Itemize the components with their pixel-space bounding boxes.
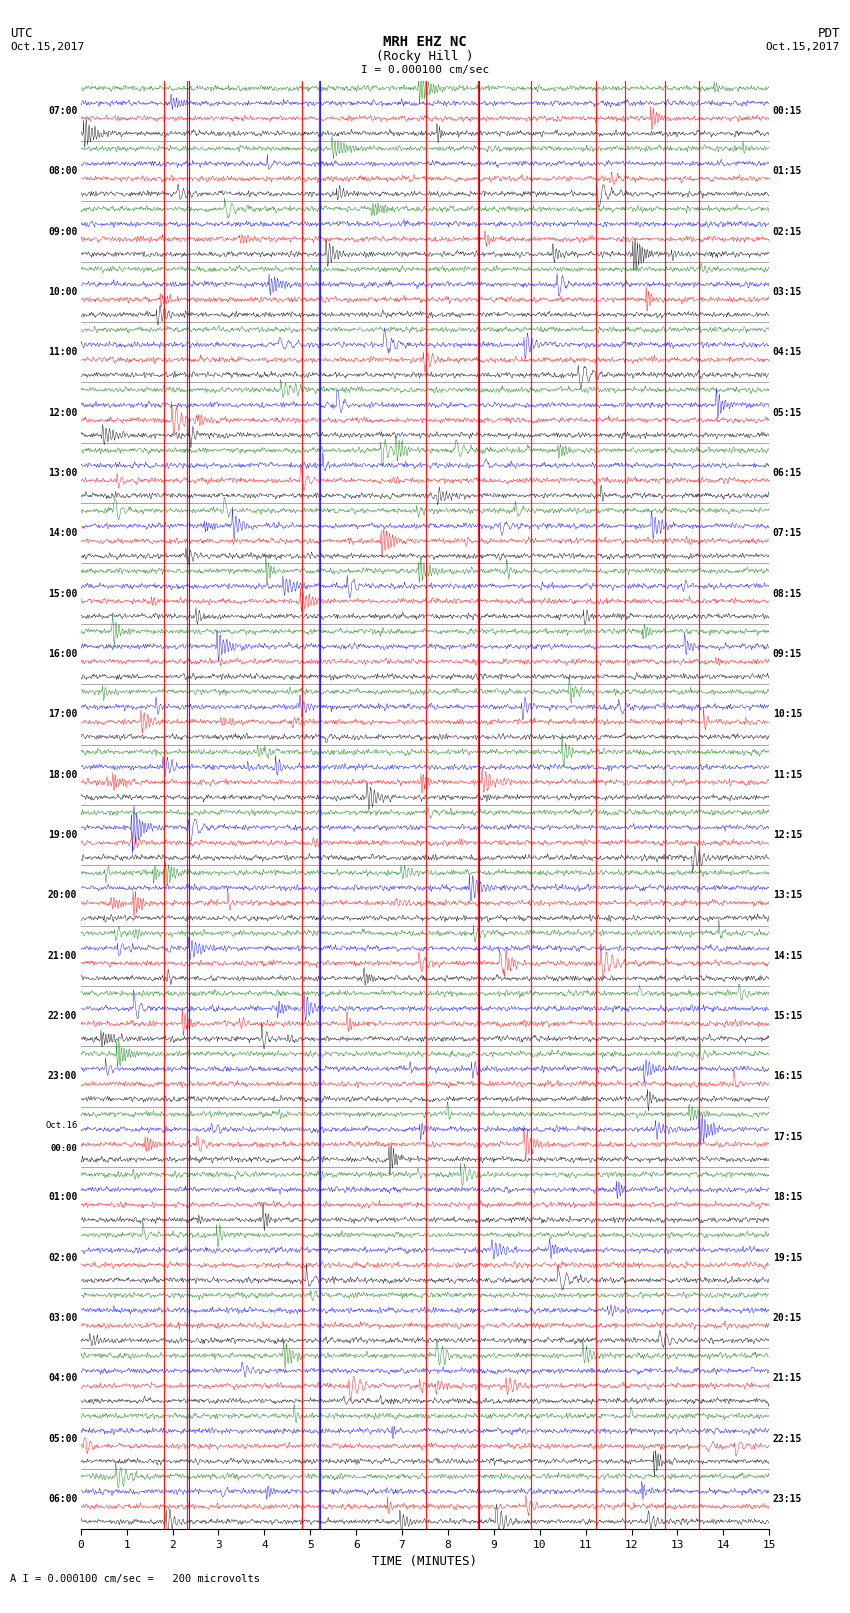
Text: 21:00: 21:00 [48, 950, 77, 961]
Text: 10:00: 10:00 [48, 287, 77, 297]
Text: 05:15: 05:15 [773, 408, 802, 418]
Text: 11:00: 11:00 [48, 347, 77, 356]
Text: 11:15: 11:15 [773, 769, 802, 779]
Text: 12:00: 12:00 [48, 408, 77, 418]
Text: 10:15: 10:15 [773, 710, 802, 719]
Text: 07:00: 07:00 [48, 106, 77, 116]
Text: 00:15: 00:15 [773, 106, 802, 116]
Text: 20:15: 20:15 [773, 1313, 802, 1323]
Text: 00:00: 00:00 [50, 1144, 77, 1153]
Text: 03:15: 03:15 [773, 287, 802, 297]
Text: 05:00: 05:00 [48, 1434, 77, 1444]
Text: 14:15: 14:15 [773, 950, 802, 961]
Text: 13:00: 13:00 [48, 468, 77, 477]
Text: 16:15: 16:15 [773, 1071, 802, 1081]
Text: 13:15: 13:15 [773, 890, 802, 900]
Text: 01:15: 01:15 [773, 166, 802, 176]
Text: 08:00: 08:00 [48, 166, 77, 176]
Text: 09:00: 09:00 [48, 226, 77, 237]
Text: 22:00: 22:00 [48, 1011, 77, 1021]
Text: 03:00: 03:00 [48, 1313, 77, 1323]
Text: Oct.16: Oct.16 [45, 1121, 77, 1129]
Text: Oct.15,2017: Oct.15,2017 [10, 42, 84, 52]
Text: 14:00: 14:00 [48, 529, 77, 539]
Text: I = 0.000100 cm/sec: I = 0.000100 cm/sec [361, 65, 489, 74]
Text: 19:15: 19:15 [773, 1253, 802, 1263]
Text: 01:00: 01:00 [48, 1192, 77, 1202]
Text: 12:15: 12:15 [773, 831, 802, 840]
Text: 08:15: 08:15 [773, 589, 802, 598]
Text: 04:15: 04:15 [773, 347, 802, 356]
Text: 20:00: 20:00 [48, 890, 77, 900]
Text: 19:00: 19:00 [48, 831, 77, 840]
Text: 18:15: 18:15 [773, 1192, 802, 1202]
Text: 21:15: 21:15 [773, 1373, 802, 1384]
Text: 17:00: 17:00 [48, 710, 77, 719]
Text: (Rocky Hill ): (Rocky Hill ) [377, 50, 473, 63]
Text: 09:15: 09:15 [773, 648, 802, 660]
Text: 06:00: 06:00 [48, 1494, 77, 1503]
Text: 16:00: 16:00 [48, 648, 77, 660]
Text: 02:15: 02:15 [773, 226, 802, 237]
X-axis label: TIME (MINUTES): TIME (MINUTES) [372, 1555, 478, 1568]
Text: 23:00: 23:00 [48, 1071, 77, 1081]
Text: 15:00: 15:00 [48, 589, 77, 598]
Text: PDT: PDT [818, 27, 840, 40]
Text: 07:15: 07:15 [773, 529, 802, 539]
Text: 17:15: 17:15 [773, 1132, 802, 1142]
Text: 02:00: 02:00 [48, 1253, 77, 1263]
Text: 04:00: 04:00 [48, 1373, 77, 1384]
Text: 15:15: 15:15 [773, 1011, 802, 1021]
Text: 06:15: 06:15 [773, 468, 802, 477]
Text: 18:00: 18:00 [48, 769, 77, 779]
Text: UTC: UTC [10, 27, 32, 40]
Text: 22:15: 22:15 [773, 1434, 802, 1444]
Text: MRH EHZ NC: MRH EHZ NC [383, 35, 467, 50]
Text: A I = 0.000100 cm/sec =   200 microvolts: A I = 0.000100 cm/sec = 200 microvolts [10, 1574, 260, 1584]
Text: 23:15: 23:15 [773, 1494, 802, 1503]
Text: Oct.15,2017: Oct.15,2017 [766, 42, 840, 52]
